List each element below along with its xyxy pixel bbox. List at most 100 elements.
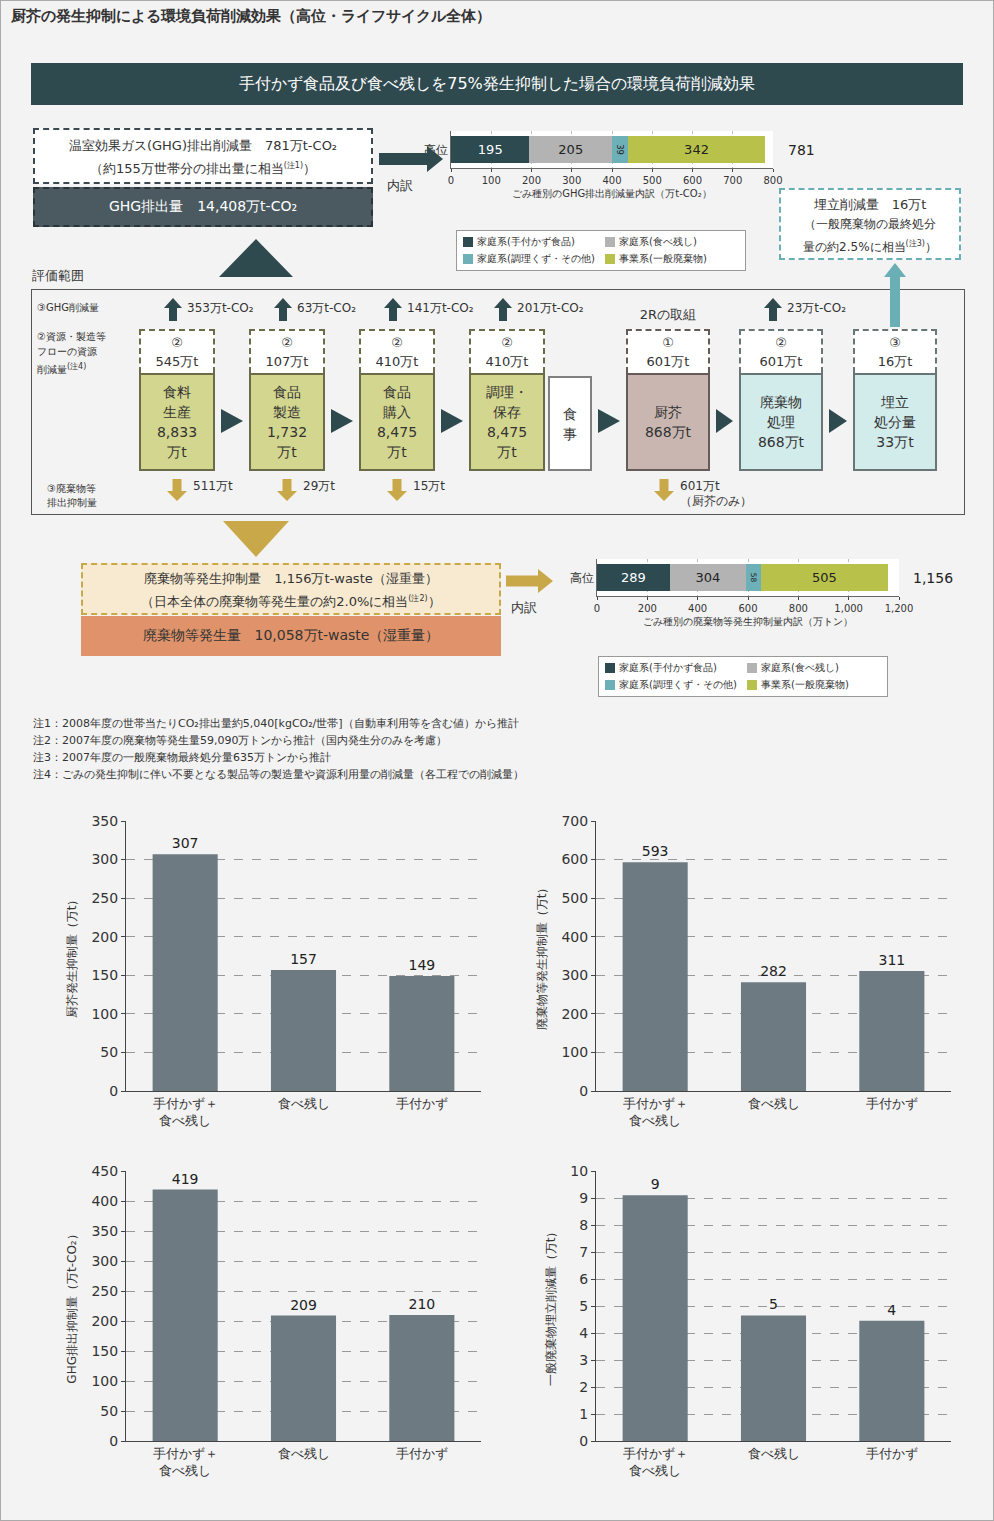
svg-text:手付かず: 手付かず [396, 1446, 448, 1461]
svg-text:505: 505 [812, 570, 837, 585]
svg-text:282: 282 [760, 963, 787, 979]
svg-text:400: 400 [602, 175, 621, 186]
svg-text:6: 6 [579, 1271, 588, 1287]
svg-text:300: 300 [561, 967, 588, 983]
svg-text:0: 0 [594, 603, 600, 614]
svg-text:39: 39 [615, 144, 625, 155]
svg-text:800: 800 [763, 175, 782, 186]
svg-text:手付かず＋食べ残し: 手付かず＋食べ残し [153, 1096, 218, 1128]
html-text:厨芥の発生抑制による環境負荷削減効果（高位・ライフサイクル全: 厨芥の発生抑制による環境負荷削減効果（高位・ライフサイクル全体） [11, 7, 491, 25]
svg-text:食べ残し: 食べ残し [748, 1446, 800, 1461]
svg-text:100: 100 [91, 1373, 118, 1389]
svg-text:205: 205 [558, 142, 583, 157]
svg-text:300: 300 [91, 851, 118, 867]
svg-text:高位: 高位 [570, 571, 594, 585]
svg-text:58: 58 [749, 573, 758, 583]
svg-text:ごみ種別の廃棄物等発生抑制量内訳（万トン）: ごみ種別の廃棄物等発生抑制量内訳（万トン） [643, 616, 853, 627]
svg-text:400: 400 [91, 1193, 118, 1209]
svg-text:厨芥発生抑制量（万t）: 厨芥発生抑制量（万t） [65, 894, 79, 1019]
svg-text:700: 700 [723, 175, 742, 186]
svg-text:GHG排出抑制量（万t-CO₂）: GHG排出抑制量（万t-CO₂） [65, 1228, 79, 1383]
svg-text:0: 0 [448, 175, 454, 186]
svg-text:195: 195 [478, 142, 503, 157]
html-text:GHG排出量 14,408万t-CO₂: GHG排出量 14,408万t-CO₂ [108, 198, 298, 214]
svg-text:10: 10 [570, 1163, 588, 1179]
svg-text:342: 342 [684, 142, 709, 157]
svg-text:9: 9 [651, 1176, 660, 1192]
svg-text:100: 100 [482, 175, 501, 186]
svg-text:600: 600 [738, 603, 757, 614]
svg-text:209: 209 [290, 1297, 317, 1313]
svg-text:350: 350 [91, 813, 118, 829]
svg-text:食べ残し: 食べ残し [278, 1446, 330, 1461]
svg-text:0: 0 [109, 1433, 118, 1449]
svg-text:1,000: 1,000 [834, 603, 863, 614]
svg-text:0: 0 [109, 1083, 118, 1099]
svg-text:7: 7 [579, 1244, 588, 1260]
svg-text:419: 419 [172, 1171, 199, 1187]
svg-text:700: 700 [561, 813, 588, 829]
svg-text:手付かず: 手付かず [866, 1096, 918, 1111]
svg-text:食べ残し: 食べ残し [278, 1096, 330, 1111]
svg-text:5: 5 [579, 1298, 588, 1314]
svg-text:200: 200 [91, 1313, 118, 1329]
svg-text:1,156: 1,156 [913, 570, 953, 586]
svg-text:廃棄物等発生抑制量（万t）: 廃棄物等発生抑制量（万t） [535, 882, 549, 1031]
svg-text:400: 400 [688, 603, 707, 614]
svg-text:300: 300 [91, 1253, 118, 1269]
html-text:（約155万世帯分の排出量に相当(注1)）: （約155万世帯分の排出量に相当(注1)） [89, 161, 317, 177]
svg-text:1: 1 [579, 1406, 588, 1422]
svg-text:50: 50 [100, 1403, 118, 1419]
svg-text:500: 500 [561, 890, 588, 906]
svg-text:0: 0 [579, 1433, 588, 1449]
svg-text:289: 289 [621, 570, 646, 585]
svg-text:600: 600 [683, 175, 702, 186]
svg-text:450: 450 [91, 1163, 118, 1179]
svg-text:100: 100 [91, 1006, 118, 1022]
svg-text:200: 200 [522, 175, 541, 186]
svg-text:食べ残し: 食べ残し [748, 1096, 800, 1111]
svg-text:200: 200 [561, 1006, 588, 1022]
svg-text:250: 250 [91, 890, 118, 906]
svg-text:150: 150 [91, 1343, 118, 1359]
svg-text:600: 600 [561, 851, 588, 867]
svg-text:150: 150 [91, 967, 118, 983]
svg-text:210: 210 [408, 1296, 435, 1312]
svg-text:高位: 高位 [424, 143, 448, 157]
svg-text:手付かず＋食べ残し: 手付かず＋食べ残し [153, 1446, 218, 1478]
svg-text:200: 200 [91, 929, 118, 945]
html-text:手付かず食品及び食べ残しを75%発生抑制した場合の環境負荷削: 手付かず食品及び食べ残しを75%発生抑制した場合の環境負荷削減効果 [239, 73, 755, 93]
svg-text:157: 157 [290, 951, 317, 967]
svg-text:800: 800 [789, 603, 808, 614]
svg-text:ごみ種別のGHG排出削減量内訳（万t-CO₂）: ごみ種別のGHG排出削減量内訳（万t-CO₂） [512, 188, 711, 199]
svg-text:0: 0 [579, 1083, 588, 1099]
svg-text:9: 9 [579, 1190, 588, 1206]
svg-text:593: 593 [642, 843, 669, 859]
svg-text:400: 400 [561, 929, 588, 945]
svg-text:5: 5 [769, 1296, 778, 1312]
svg-text:一般廃棄物埋立削減量（万t）: 一般廃棄物埋立削減量（万t） [544, 1226, 558, 1387]
svg-text:200: 200 [638, 603, 657, 614]
svg-text:4: 4 [887, 1302, 896, 1318]
svg-text:手付かず＋食べ残し: 手付かず＋食べ残し [623, 1446, 688, 1478]
svg-text:手付かず: 手付かず [396, 1096, 448, 1111]
svg-text:350: 350 [91, 1223, 118, 1239]
svg-text:2: 2 [579, 1379, 588, 1395]
svg-text:8: 8 [579, 1217, 588, 1233]
svg-text:50: 50 [100, 1044, 118, 1060]
svg-text:307: 307 [172, 835, 199, 851]
svg-text:250: 250 [91, 1283, 118, 1299]
svg-text:1,200: 1,200 [885, 603, 914, 614]
svg-text:3: 3 [579, 1352, 588, 1368]
svg-text:311: 311 [878, 952, 905, 968]
svg-text:4: 4 [579, 1325, 588, 1341]
html-text:食料: 食料 [163, 384, 191, 400]
svg-text:手付かず: 手付かず [866, 1446, 918, 1461]
svg-text:500: 500 [643, 175, 662, 186]
svg-text:手付かず＋食べ残し: 手付かず＋食べ残し [623, 1096, 688, 1128]
svg-text:100: 100 [561, 1044, 588, 1060]
svg-text:300: 300 [562, 175, 581, 186]
svg-text:304: 304 [696, 570, 721, 585]
svg-text:781: 781 [788, 142, 815, 158]
svg-text:149: 149 [408, 957, 435, 973]
